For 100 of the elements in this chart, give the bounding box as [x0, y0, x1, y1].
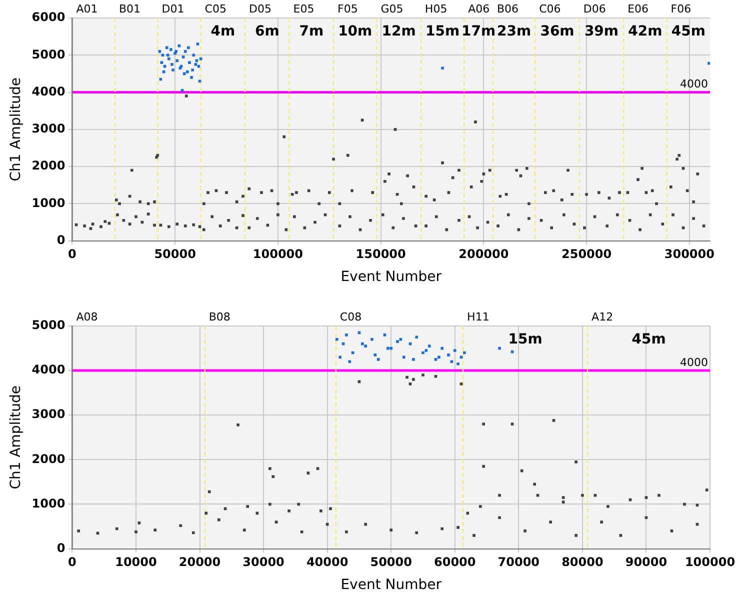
point — [463, 351, 466, 354]
point — [440, 346, 444, 350]
annotation: 45m — [671, 24, 706, 40]
x-tick-label: 150000 — [356, 247, 406, 262]
x-tick-label: 50000 — [370, 555, 412, 570]
annotation: 10m — [338, 24, 372, 40]
ref-line-label: B06 — [496, 2, 518, 16]
ref-line-label: E06 — [628, 2, 649, 16]
annotation: 36m — [540, 24, 574, 40]
y-tick-label: 0 — [56, 232, 66, 247]
y-tick-label: 3000 — [32, 122, 66, 136]
y-tick-label: 5000 — [32, 47, 66, 62]
point — [450, 360, 454, 364]
ref-line-label: A08 — [76, 310, 98, 324]
point — [453, 349, 456, 352]
y-tick-label: 4000 — [32, 84, 66, 98]
point — [360, 342, 364, 346]
point — [191, 68, 194, 72]
point — [170, 63, 174, 66]
x-tick-label: 250000 — [562, 247, 612, 262]
point — [415, 336, 418, 339]
ref-line-label: H11 — [467, 310, 490, 324]
x-axis-title: Event Number — [340, 269, 442, 286]
point — [412, 358, 415, 361]
annotation: 15m — [508, 332, 542, 348]
point — [402, 356, 406, 359]
y-tick-label: 1000 — [32, 496, 66, 510]
ref-line-label: C06 — [539, 2, 561, 16]
y-tick-label: 2000 — [32, 452, 66, 466]
x-tick-label: 40000 — [306, 555, 348, 570]
point — [158, 50, 162, 53]
point — [186, 70, 189, 74]
ref-line-label: 4000 — [680, 356, 708, 369]
point — [498, 346, 501, 350]
x-tick-label: 70000 — [498, 555, 540, 570]
point — [364, 344, 367, 348]
annotation: 23m — [496, 24, 532, 40]
ref-line-label: D06 — [583, 2, 606, 16]
point — [166, 54, 170, 57]
annotation: 6m — [254, 24, 280, 40]
point — [188, 61, 191, 64]
annotation: 12m — [382, 24, 416, 40]
point — [441, 66, 444, 70]
point — [438, 356, 440, 359]
x-tick-label: 50000 — [154, 247, 196, 262]
ref-line-label: C05 — [204, 2, 226, 16]
point — [187, 46, 190, 50]
ref-line-label: B01 — [118, 2, 141, 16]
point — [199, 57, 202, 60]
ref-line-label: 4000 — [680, 78, 708, 91]
point — [162, 70, 166, 74]
point — [345, 334, 348, 336]
annotation: 15m — [425, 24, 460, 40]
point — [182, 56, 185, 58]
x-tick-label: 0 — [68, 247, 76, 262]
annotation: 42m — [628, 24, 662, 40]
point — [386, 346, 390, 350]
ref-line-label: C08 — [340, 310, 362, 324]
point — [196, 42, 200, 46]
annotation: 45m — [632, 332, 666, 348]
ref-line-label: F06 — [670, 2, 692, 16]
x-axis-title: Event Number — [340, 577, 442, 594]
point — [194, 63, 198, 66]
y-tick-label: 5000 — [32, 318, 66, 332]
x-tick-label: 80000 — [562, 555, 604, 570]
point — [447, 354, 450, 356]
point — [510, 350, 514, 354]
ref-line-label: A06 — [468, 2, 490, 16]
y-axis-title: Ch1 Amplitude — [8, 386, 24, 490]
point — [176, 59, 179, 62]
ref-line-label: B08 — [208, 310, 230, 324]
point — [374, 354, 377, 356]
point — [172, 68, 174, 72]
ref-line-label: A01 — [76, 2, 98, 16]
point — [192, 54, 195, 57]
y-tick-label: 4000 — [32, 362, 66, 377]
y-tick-label: 2000 — [32, 158, 66, 173]
ref-line-label: H05 — [424, 2, 448, 16]
y-tick-label: 6000 — [32, 10, 66, 24]
point — [178, 44, 181, 48]
x-tick-label: 20000 — [178, 555, 221, 570]
y-tick-label: 3000 — [32, 407, 66, 422]
point — [338, 356, 342, 359]
point — [335, 338, 338, 341]
ref-line-label: F05 — [337, 2, 358, 16]
point — [180, 88, 184, 92]
point — [198, 80, 202, 83]
x-tick-label: 90000 — [625, 555, 668, 570]
point — [396, 340, 399, 344]
x-tick-label: 100000 — [252, 247, 303, 262]
point — [422, 351, 424, 354]
point — [161, 54, 164, 57]
point — [428, 344, 431, 348]
x-tick-label: 200000 — [458, 247, 509, 262]
point — [424, 349, 428, 352]
x-tick-label: 30000 — [242, 555, 284, 570]
ref-line-label: D01 — [162, 2, 184, 16]
point — [190, 76, 193, 79]
x-tick-label: 60000 — [434, 555, 476, 570]
point — [376, 358, 380, 361]
